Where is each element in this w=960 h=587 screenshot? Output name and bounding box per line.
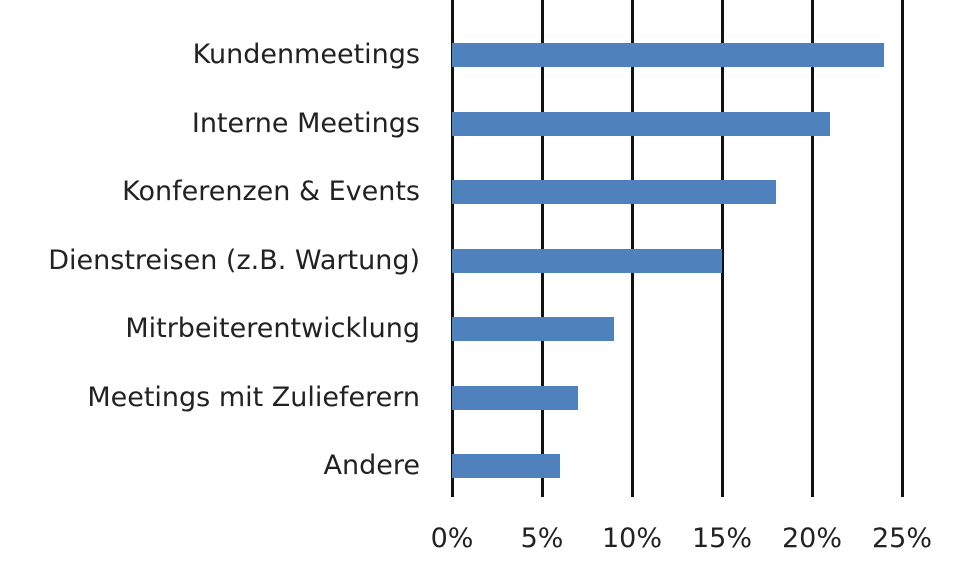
category-label: Kundenmeetings (192, 39, 420, 70)
gridline (721, 0, 724, 497)
bar (452, 317, 614, 341)
bar (452, 43, 884, 67)
x-tick-label: 0% (430, 523, 474, 554)
bar (452, 180, 776, 204)
x-tick-label: 15% (691, 523, 753, 554)
bar (452, 454, 560, 478)
bar (452, 385, 578, 410)
category-label: Mitrbeiterentwicklung (125, 313, 420, 344)
category-label: Dienstreisen (z.B. Wartung) (48, 244, 420, 276)
gridline (901, 0, 904, 497)
gridline (811, 0, 814, 497)
category-label: Meetings mit Zulieferern (87, 381, 420, 413)
x-tick-label: 20% (781, 523, 843, 554)
bar (452, 111, 830, 136)
x-tick-label: 5% (520, 523, 564, 554)
bar (452, 248, 722, 273)
x-tick-label: 25% (871, 523, 933, 554)
category-label: Andere (323, 450, 420, 481)
category-label: Konferenzen & Events (122, 176, 420, 207)
category-label: Interne Meetings (191, 107, 420, 139)
x-tick-label: 10% (601, 523, 663, 554)
